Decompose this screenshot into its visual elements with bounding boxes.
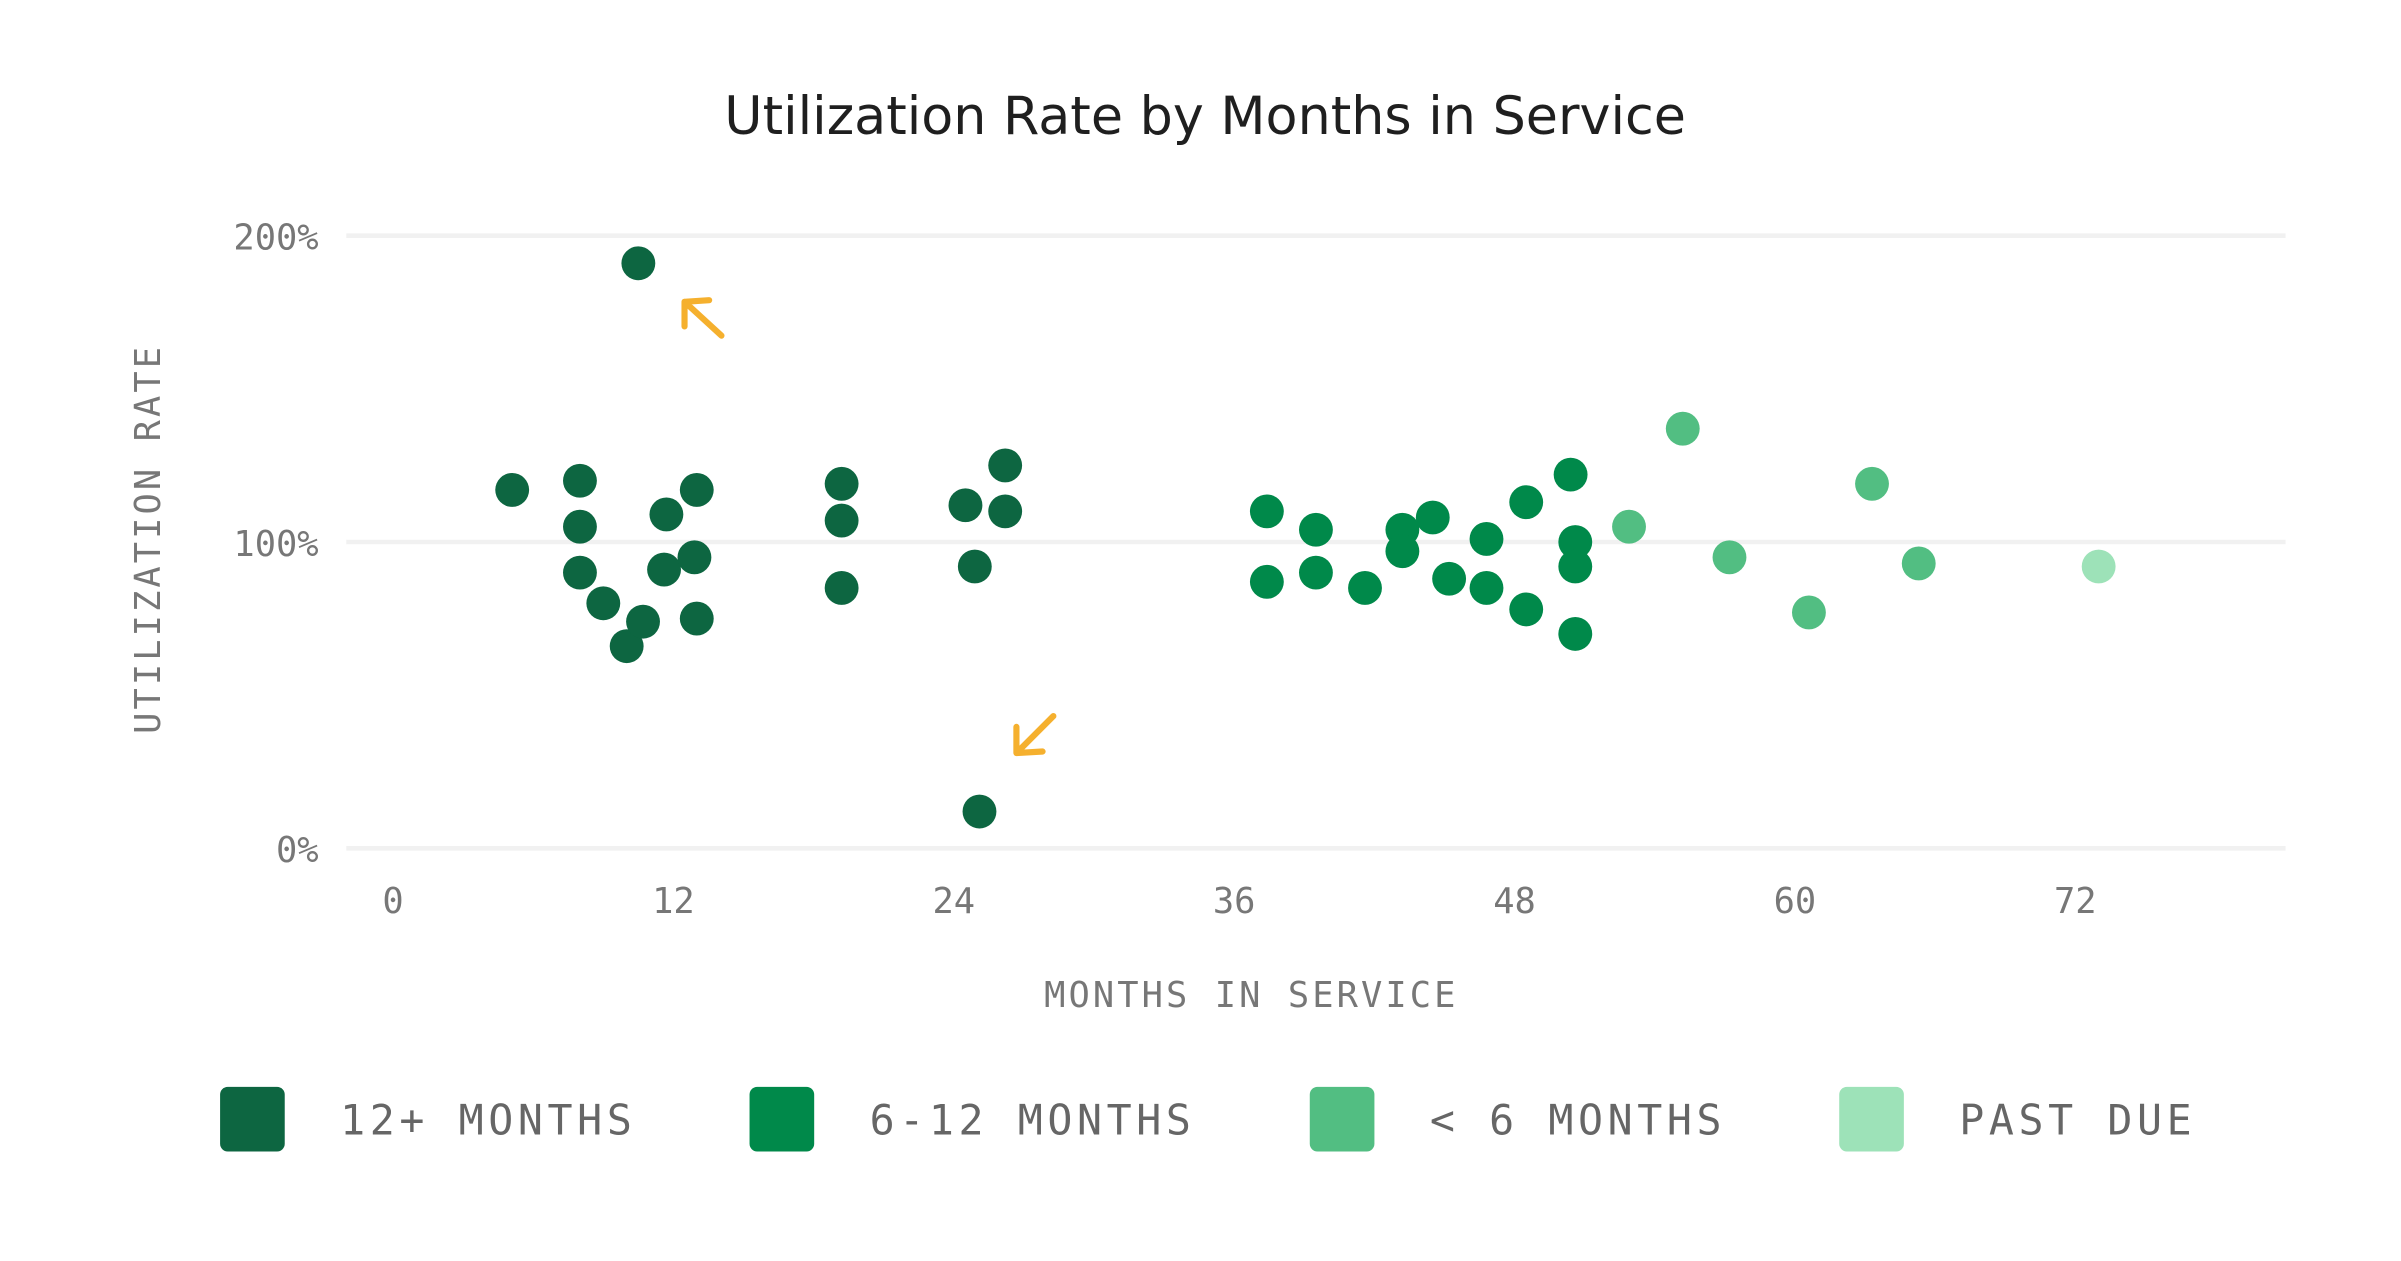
legend-swatch bbox=[1839, 1086, 1904, 1152]
x-tick-label: 72 bbox=[2054, 881, 2097, 922]
data-point bbox=[1509, 592, 1544, 627]
x-tick-label: 48 bbox=[1493, 881, 1536, 922]
data-point bbox=[1385, 534, 1420, 569]
legend-item: PAST DUE bbox=[1839, 1086, 2196, 1152]
x-tick-label: 0 bbox=[382, 881, 403, 922]
data-point bbox=[1558, 549, 1593, 584]
y-tick-label: 200% bbox=[233, 218, 318, 259]
legend-swatch bbox=[749, 1086, 815, 1152]
legend-label: < 6 MONTHS bbox=[1430, 1096, 1726, 1145]
data-point bbox=[824, 503, 859, 538]
data-point bbox=[957, 549, 992, 584]
data-point bbox=[1299, 512, 1333, 547]
legend-item: < 6 MONTHS bbox=[1309, 1086, 1726, 1152]
data-point bbox=[609, 629, 644, 664]
x-tick-label: 24 bbox=[932, 881, 975, 922]
y-axis-label: UTILIZATION RATE bbox=[128, 344, 169, 734]
x-tick-label: 36 bbox=[1213, 881, 1256, 922]
data-point bbox=[586, 586, 621, 621]
legend-item: 12+ MONTHS bbox=[220, 1086, 636, 1152]
data-point bbox=[1612, 509, 1646, 544]
data-point bbox=[563, 555, 597, 590]
legend-label: PAST DUE bbox=[1959, 1096, 2196, 1145]
data-point bbox=[824, 466, 859, 501]
data-point bbox=[1558, 616, 1593, 651]
arrow-annotation bbox=[681, 297, 725, 339]
y-tick-label: 100% bbox=[233, 524, 318, 565]
data-point bbox=[1553, 457, 1588, 492]
data-point bbox=[1901, 546, 1936, 581]
data-point bbox=[1509, 485, 1544, 520]
data-point bbox=[1469, 571, 1504, 605]
data-point bbox=[962, 794, 997, 829]
data-point bbox=[1855, 466, 1889, 501]
data-point bbox=[1415, 500, 1450, 535]
data-point bbox=[626, 604, 660, 639]
data-point bbox=[679, 601, 714, 636]
data-point bbox=[649, 497, 684, 532]
x-axis: 0 12 24 36 48 60 72 bbox=[382, 881, 2096, 922]
x-axis-label: MONTHS IN SERVICE bbox=[1044, 975, 1458, 1016]
data-point bbox=[1712, 540, 1747, 575]
legend-label: 6-12 MONTHS bbox=[870, 1096, 1196, 1145]
data-point bbox=[2081, 549, 2116, 584]
legend-swatch bbox=[220, 1086, 285, 1152]
data-points bbox=[495, 246, 2116, 829]
data-point bbox=[563, 509, 597, 544]
y-axis: 0% 100% 200% bbox=[233, 218, 318, 872]
annotations bbox=[681, 297, 1057, 757]
data-point bbox=[988, 448, 1023, 483]
data-point bbox=[1249, 494, 1284, 529]
data-point bbox=[679, 473, 714, 507]
data-point bbox=[824, 571, 859, 605]
legend-swatch bbox=[1309, 1086, 1375, 1152]
legend-item: 6-12 MONTHS bbox=[749, 1086, 1196, 1152]
data-point bbox=[621, 246, 656, 281]
data-point bbox=[988, 494, 1023, 529]
x-tick-label: 12 bbox=[652, 881, 695, 922]
data-point bbox=[1348, 571, 1382, 605]
data-point bbox=[1299, 555, 1333, 590]
data-point bbox=[677, 540, 712, 575]
data-point bbox=[1791, 595, 1826, 630]
data-point bbox=[1558, 525, 1593, 559]
legend-label: 12+ MONTHS bbox=[340, 1096, 636, 1145]
data-point bbox=[495, 473, 530, 507]
data-point bbox=[647, 552, 681, 587]
legend: 12+ MONTHS 6-12 MONTHS < 6 MONTHS PAST DUE bbox=[220, 1086, 2196, 1152]
chart-title: Utilization Rate by Months in Service bbox=[724, 86, 1686, 147]
data-point bbox=[1469, 522, 1504, 556]
data-point bbox=[1249, 564, 1284, 599]
data-point bbox=[1665, 411, 1700, 446]
y-tick-label: 0% bbox=[276, 830, 319, 871]
data-point bbox=[948, 488, 983, 523]
data-point bbox=[1432, 561, 1467, 596]
data-point bbox=[563, 463, 597, 498]
arrow-annotation bbox=[1013, 713, 1057, 757]
x-tick-label: 60 bbox=[1774, 881, 1817, 922]
